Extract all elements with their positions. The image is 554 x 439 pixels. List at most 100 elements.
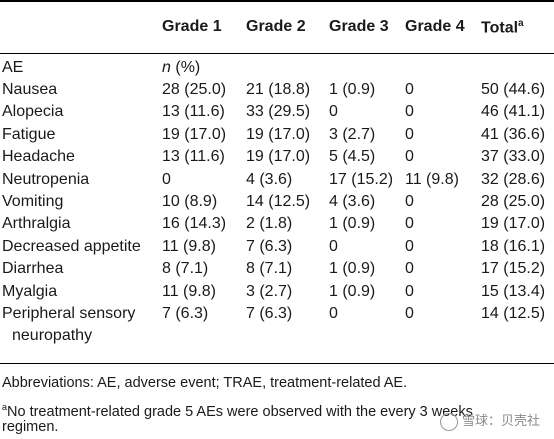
grade-3-cell: 3 (2.7) (329, 125, 376, 143)
total-cell: 32 (28.6) (481, 170, 546, 188)
grade-3-cell: 1 (0.9) (329, 81, 376, 98)
grade-3-cell: 5 (4.5) (329, 148, 376, 166)
table-row: Fatigue 19 (17.0) 19 (17.0) 3 (2.7) 0 41 (36.… (0, 124, 554, 146)
table-row: Nausea 28 (25.0) 21 (18.8) 1 (0.9) 0 50 (44.6… (0, 79, 554, 101)
total-cell: 37 (33.0) (481, 148, 546, 166)
grade-3-cell: 4 (3.6) (329, 193, 376, 210)
header-grade-3: Grade 3 (329, 18, 389, 35)
footnote-a: aNo treatment-related grade 5 AEs were o… (2, 397, 473, 422)
grade-2-cell: 7 (6.3) (246, 237, 293, 255)
watermark-logo-icon (439, 413, 458, 431)
footnote-abbreviations: Abbreviations: AE, adverse event; TRAE, … (2, 375, 408, 391)
total-cell: 15 (13.4) (481, 282, 546, 300)
watermark: 雪球：贝壳社 (439, 410, 540, 431)
total-cell: 19 (17.0) (481, 215, 546, 233)
watermark-text: 雪球：贝壳社 (461, 413, 540, 429)
table-row: Headache 13 (11.6) 19 (17.0) 5 (4.5) 0 37 (33… (0, 146, 554, 168)
total-cell: 46 (41.1) (481, 103, 546, 121)
ae-name: Peripheral sensory (2, 305, 136, 322)
footnote-a-cont: regimen. (2, 419, 59, 435)
grade-1-cell: 0 (162, 170, 171, 188)
total-cell: 14 (12.5) (481, 305, 546, 322)
footnote-a-marker: a (2, 402, 8, 412)
grade-4-cell: 0 (405, 305, 414, 322)
header-grade-4: Grade 4 (405, 18, 465, 35)
grade-4-cell: 0 (405, 148, 414, 166)
grade-4-cell: 0 (405, 260, 414, 278)
ae-name: Alopecia (2, 103, 64, 121)
footnote-a-line1: No treatment-related grade 5 AEs were ob… (7, 403, 473, 420)
grade-2-cell: 7 (6.3) (246, 305, 293, 322)
grade-2-cell: 19 (17.0) (246, 125, 311, 143)
grade-4-cell: 0 (405, 193, 414, 210)
grade-3-cell: 0 (329, 237, 338, 255)
grade-1-cell: 7 (6.3) (162, 305, 209, 322)
table-row: Arthralgia 16 (14.3) 2 (1.8) 1 (0.9) 0 19 (17… (0, 213, 554, 235)
header-grade-1: Grade 1 (162, 18, 222, 35)
grade-4-cell: 0 (405, 215, 414, 233)
grade-4-cell: 0 (405, 81, 414, 98)
row-continuation: neuropathy (12, 327, 93, 344)
table-row: Diarrhea 8 (7.1) 8 (7.1) 1 (0.9) 0 17 (15.2) (0, 258, 554, 280)
header-total-label: Total (481, 19, 519, 37)
table-row: Decreased appetite 11 (9.8) 7 (6.3) 0 0 18 (1… (0, 236, 554, 258)
table-row: Neutropenia 0 4 (3.6) 17 (15.2) 11 (9.8) 32 (… (0, 169, 554, 191)
grade-1-cell: 13 (11.6) (162, 103, 225, 121)
ae-name: Neutropenia (2, 170, 90, 188)
ae-name: Decreased appetite (2, 237, 141, 255)
total-cell: 50 (44.6) (481, 81, 546, 98)
grade-3-cell: 0 (329, 103, 338, 121)
header-total-sup: a (518, 18, 524, 29)
grade-2-cell: 3 (2.7) (246, 282, 293, 300)
grade-1-cell: 8 (7.1) (162, 260, 209, 278)
total-cell: 41 (36.6) (481, 125, 546, 143)
unit-label: n (%) (162, 57, 200, 79)
grade-3-cell: 17 (15.2) (329, 170, 394, 188)
grade-4-cell: 0 (405, 125, 414, 143)
grade-1-cell: 13 (11.6) (162, 148, 225, 166)
table-row: Myalgia 11 (9.8) 3 (2.7) 1 (0.9) 0 15 (13.4) (0, 281, 554, 303)
grade-3-cell: 1 (0.9) (329, 215, 376, 233)
grade-4-cell: 0 (405, 282, 414, 300)
grade-2-cell: 14 (12.5) (246, 193, 311, 210)
grade-1-cell: 28 (25.0) (162, 81, 227, 98)
total-cell: 28 (25.0) (481, 193, 546, 210)
ae-name: Nausea (2, 81, 58, 98)
header-grade-2: Grade 2 (246, 18, 306, 35)
table-row: Vomiting 10 (8.9) 14 (12.5) 4 (3.6) 0 28 (25.… (0, 191, 554, 213)
table-bottom-rule (0, 363, 554, 364)
ae-label-row: AE n (%) (0, 57, 554, 79)
total-cell: 18 (16.1) (481, 237, 546, 255)
unit-pct: (%) (175, 59, 201, 76)
ae-name: Vomiting (2, 193, 64, 210)
total-cell: 17 (15.2) (481, 260, 546, 278)
grade-2-cell: 19 (17.0) (246, 148, 311, 166)
grade-2-cell: 2 (1.8) (246, 215, 293, 233)
grade-2-cell: 4 (3.6) (246, 170, 293, 188)
grade-1-cell: 16 (14.3) (162, 215, 227, 233)
grade-3-cell: 1 (0.9) (329, 282, 376, 300)
ae-label: AE (2, 59, 24, 76)
grade-3-cell: 0 (329, 305, 338, 322)
unit-n: n (162, 59, 171, 76)
table-top-rule (0, 0, 554, 2)
grade-4-cell: 0 (405, 103, 414, 121)
header-total: Totala (481, 18, 524, 37)
grade-4-cell: 0 (405, 237, 414, 255)
grade-4-cell: 11 (9.8) (405, 170, 459, 188)
ae-name: Myalgia (2, 282, 58, 300)
grade-1-cell: 19 (17.0) (162, 125, 227, 143)
grade-3-cell: 1 (0.9) (329, 260, 376, 278)
table-header-rule (0, 53, 554, 54)
ae-name: Arthralgia (2, 215, 71, 233)
table-row: Peripheral sensory 7 (6.3) 7 (6.3) 0 0 14 (12… (0, 303, 554, 325)
grade-1-cell: 10 (8.9) (162, 193, 218, 210)
ae-name: Headache (2, 148, 75, 166)
grade-1-cell: 11 (9.8) (162, 237, 216, 255)
grade-1-cell: 11 (9.8) (162, 282, 216, 300)
grade-2-cell: 21 (18.8) (246, 81, 311, 98)
ae-name: Fatigue (2, 125, 56, 143)
grade-2-cell: 33 (29.5) (246, 103, 311, 121)
grade-2-cell: 8 (7.1) (246, 260, 293, 278)
table-row: Alopecia 13 (11.6) 33 (29.5) 0 0 46 (41.1) (0, 101, 554, 123)
